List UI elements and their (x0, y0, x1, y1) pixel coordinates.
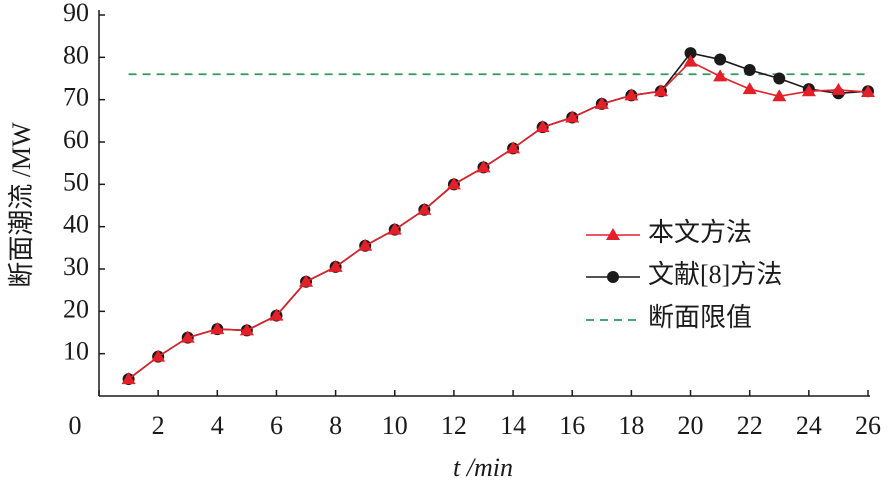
triangle-marker (151, 349, 166, 362)
circle-marker (773, 72, 786, 85)
y-tick-label: 40 (63, 210, 89, 239)
triangle-marker (742, 82, 757, 95)
triangle-marker (446, 177, 461, 190)
triangle-marker (594, 96, 609, 109)
x-axis-label: t /min (453, 453, 513, 482)
y-tick-label: 30 (63, 252, 89, 281)
x-tick-label: 6 (270, 411, 283, 440)
triangle-marker (683, 54, 698, 67)
legend-marker (607, 271, 619, 283)
circle-marker (743, 64, 756, 77)
triangle-marker (299, 274, 314, 287)
x-tick-label: 14 (500, 411, 526, 440)
x-tick-label: 8 (329, 411, 342, 440)
triangle-marker (417, 202, 432, 215)
x-tick-label: 12 (441, 411, 467, 440)
x-tick-label: 4 (211, 411, 224, 440)
triangle-marker (506, 141, 521, 154)
x-tick-label: 16 (559, 411, 585, 440)
x-tick-label: 20 (678, 411, 704, 440)
x-tick-label: 26 (855, 411, 881, 440)
circle-marker (714, 53, 727, 66)
x-tick-label: 24 (796, 411, 822, 440)
x-tick-label: 0 (69, 411, 82, 440)
legend-label: 文献[8]方法 (648, 260, 782, 289)
y-tick-label: 90 (63, 0, 89, 27)
circle-marker (684, 47, 697, 60)
y-tick-label: 50 (63, 167, 89, 196)
triangle-marker (387, 222, 402, 235)
x-tick-label: 22 (737, 411, 763, 440)
triangle-marker (180, 330, 195, 343)
triangle-marker (653, 84, 668, 97)
triangle-marker (358, 238, 373, 251)
triangle-marker (624, 88, 639, 101)
y-axis-label: 断面潮流 /MW (7, 122, 36, 288)
triangle-marker (269, 308, 284, 321)
triangle-marker (210, 322, 225, 335)
y-tick-label: 20 (63, 294, 89, 323)
triangle-marker (861, 85, 875, 98)
triangle-marker (831, 82, 846, 95)
y-tick-label: 80 (63, 40, 89, 69)
y-tick-label: 70 (63, 83, 89, 112)
triangle-marker (328, 259, 343, 272)
triangle-marker (121, 372, 136, 385)
y-tick-label: 10 (63, 337, 89, 366)
x-tick-label: 2 (152, 411, 165, 440)
triangle-marker (565, 110, 580, 123)
triangle-marker (772, 89, 787, 102)
legend-label: 本文方法 (648, 218, 752, 247)
triangle-marker (535, 120, 550, 133)
triangle-marker (476, 160, 491, 173)
triangle-marker (239, 323, 254, 336)
triangle-marker (801, 84, 816, 97)
y-tick-label: 60 (63, 125, 89, 154)
series-line (128, 60, 869, 380)
x-tick-label: 10 (382, 411, 408, 440)
legend-label: 断面限值 (648, 303, 752, 332)
x-tick-label: 18 (618, 411, 644, 440)
triangle-marker (713, 69, 728, 82)
legend-marker (606, 228, 620, 240)
